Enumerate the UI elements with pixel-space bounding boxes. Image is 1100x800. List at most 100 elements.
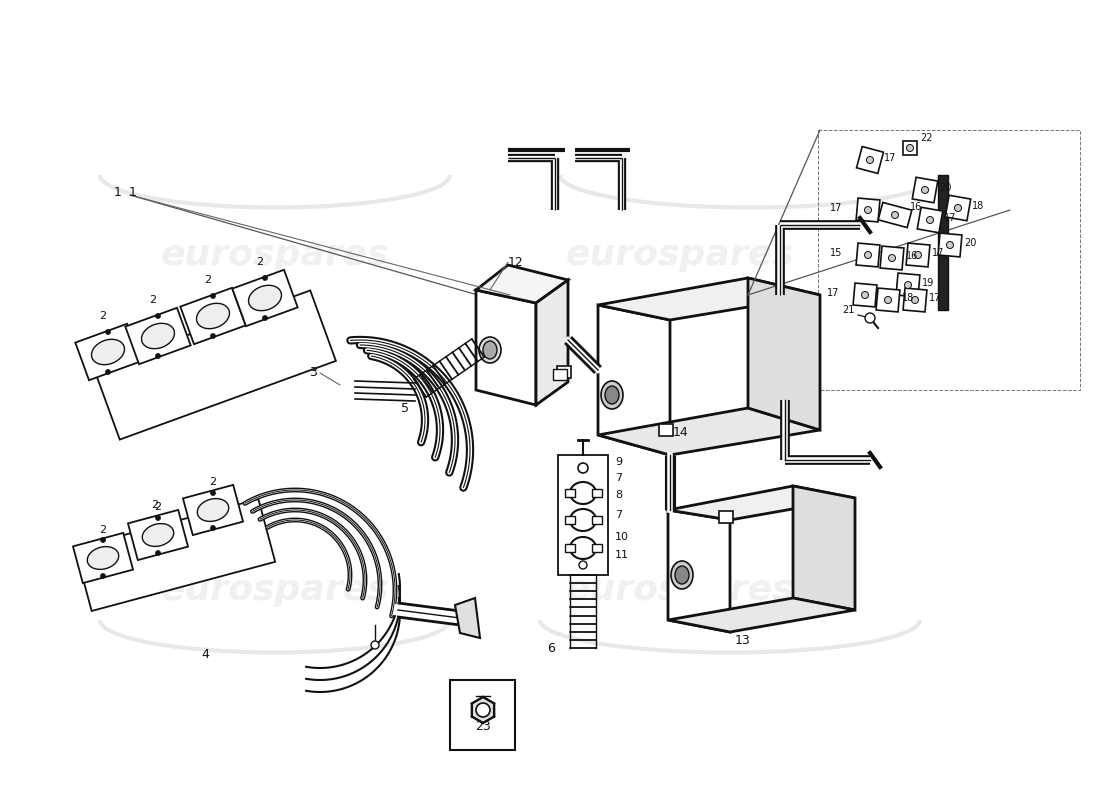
Circle shape <box>865 251 871 258</box>
Text: 17: 17 <box>826 288 839 298</box>
Text: eurospares: eurospares <box>565 573 794 607</box>
Text: 11: 11 <box>615 550 629 560</box>
Polygon shape <box>878 202 912 227</box>
Polygon shape <box>536 280 568 405</box>
Polygon shape <box>668 486 855 520</box>
Text: eurospares: eurospares <box>161 573 389 607</box>
Text: 18: 18 <box>972 201 984 211</box>
Polygon shape <box>896 273 920 297</box>
Circle shape <box>955 205 961 211</box>
Circle shape <box>579 561 587 569</box>
Polygon shape <box>598 408 820 455</box>
Circle shape <box>155 515 161 521</box>
Circle shape <box>155 314 161 318</box>
Circle shape <box>865 313 874 323</box>
Text: 2: 2 <box>256 257 263 267</box>
Polygon shape <box>938 233 961 257</box>
Circle shape <box>210 526 216 530</box>
Polygon shape <box>668 510 730 632</box>
Text: 1: 1 <box>114 186 122 199</box>
Text: 12: 12 <box>508 255 524 269</box>
Polygon shape <box>880 246 904 270</box>
Circle shape <box>210 490 216 495</box>
Text: 2: 2 <box>150 295 156 305</box>
Ellipse shape <box>142 523 174 546</box>
Text: 23: 23 <box>475 721 491 734</box>
Polygon shape <box>232 270 298 326</box>
Text: 13: 13 <box>735 634 750 646</box>
Circle shape <box>210 334 216 338</box>
Polygon shape <box>659 424 673 436</box>
Polygon shape <box>73 533 133 583</box>
Polygon shape <box>912 178 937 202</box>
Ellipse shape <box>483 341 497 359</box>
Text: 5: 5 <box>402 402 409 414</box>
Ellipse shape <box>197 303 230 329</box>
Circle shape <box>106 370 110 374</box>
Polygon shape <box>592 489 602 497</box>
Polygon shape <box>476 265 568 303</box>
Ellipse shape <box>671 561 693 589</box>
Polygon shape <box>180 288 245 344</box>
Ellipse shape <box>675 566 689 584</box>
Polygon shape <box>598 305 670 455</box>
Circle shape <box>922 186 928 194</box>
Polygon shape <box>938 175 948 310</box>
Circle shape <box>106 330 110 334</box>
Polygon shape <box>903 288 927 312</box>
Text: 9: 9 <box>615 457 623 467</box>
Circle shape <box>100 538 106 542</box>
Text: 18: 18 <box>902 293 914 303</box>
Text: 10: 10 <box>615 532 629 542</box>
Text: 14: 14 <box>673 426 689 438</box>
Text: 2: 2 <box>205 275 211 285</box>
Polygon shape <box>558 455 608 575</box>
Polygon shape <box>945 195 970 221</box>
Polygon shape <box>748 278 820 430</box>
Ellipse shape <box>87 546 119 570</box>
Text: eurospares: eurospares <box>565 238 794 272</box>
Text: 6: 6 <box>547 642 556 654</box>
Text: 21: 21 <box>843 305 855 315</box>
Text: 4: 4 <box>201 649 209 662</box>
Circle shape <box>476 703 490 717</box>
Polygon shape <box>592 544 602 552</box>
Polygon shape <box>906 243 930 267</box>
Polygon shape <box>854 283 877 307</box>
Polygon shape <box>557 366 571 378</box>
Polygon shape <box>75 324 141 380</box>
Polygon shape <box>719 511 733 523</box>
Polygon shape <box>565 489 575 497</box>
Text: 17: 17 <box>884 153 896 163</box>
Circle shape <box>926 217 934 223</box>
Polygon shape <box>903 141 917 155</box>
Circle shape <box>914 251 922 258</box>
Ellipse shape <box>142 323 175 349</box>
Ellipse shape <box>605 386 619 404</box>
Polygon shape <box>856 243 880 267</box>
Ellipse shape <box>478 337 500 363</box>
Text: 2: 2 <box>154 502 162 512</box>
Circle shape <box>263 275 267 281</box>
Ellipse shape <box>91 339 124 365</box>
Circle shape <box>210 294 216 298</box>
Bar <box>450 680 515 750</box>
Polygon shape <box>857 146 883 174</box>
Text: 15: 15 <box>829 248 842 258</box>
Circle shape <box>155 354 161 358</box>
Polygon shape <box>183 485 243 535</box>
Circle shape <box>867 157 873 163</box>
Circle shape <box>263 315 267 321</box>
Text: 8: 8 <box>615 490 623 500</box>
Circle shape <box>578 463 588 473</box>
Circle shape <box>865 206 871 214</box>
Text: 22: 22 <box>920 133 933 143</box>
Text: eurospares: eurospares <box>161 238 389 272</box>
Circle shape <box>889 254 895 262</box>
Circle shape <box>861 291 869 298</box>
Text: 17: 17 <box>930 293 942 303</box>
Text: 16: 16 <box>910 202 922 212</box>
Circle shape <box>912 297 918 303</box>
Text: 16: 16 <box>906 251 918 261</box>
Text: 2: 2 <box>99 311 107 321</box>
